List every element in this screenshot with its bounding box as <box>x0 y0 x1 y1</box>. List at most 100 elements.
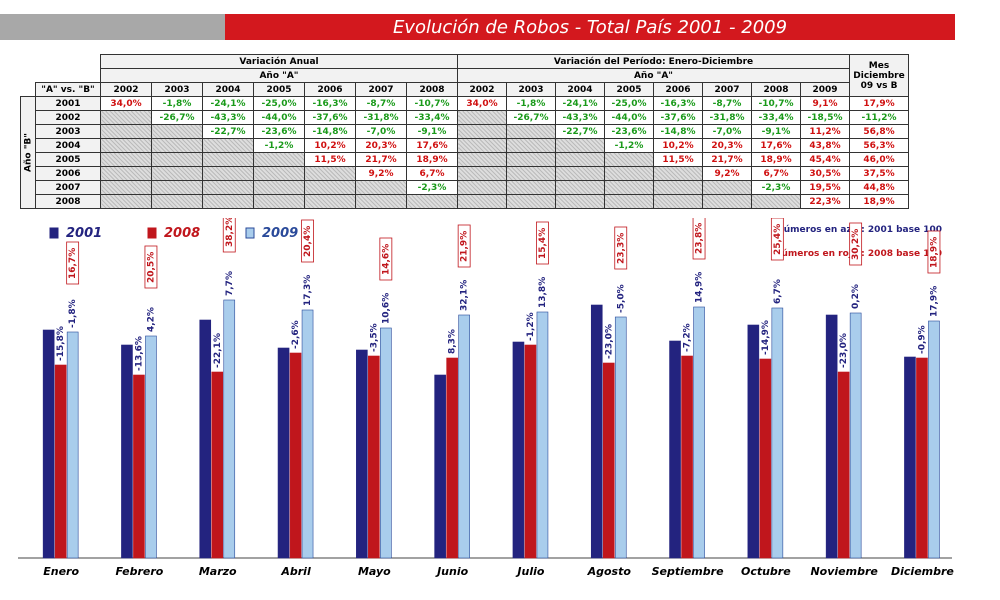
cell: -26,7% <box>151 110 203 125</box>
column-year: 2009 <box>800 82 850 97</box>
cell: 20,3% <box>355 138 407 153</box>
bar <box>199 319 212 559</box>
cell: 30,5% <box>800 166 850 181</box>
group-title: Variación del Período: Enero-Diciembre <box>457 54 850 69</box>
empty-cell <box>151 194 203 209</box>
cell: 19,5% <box>800 180 850 195</box>
empty-cell <box>100 152 152 167</box>
bar <box>904 356 916 559</box>
cell: -43,3% <box>202 110 254 125</box>
cell: -44,0% <box>253 110 305 125</box>
cell: -37,6% <box>653 110 703 125</box>
annotation: 20,5% <box>146 252 156 283</box>
annotation-box <box>301 219 314 263</box>
cell: 46,0% <box>849 152 909 167</box>
cell: 10,2% <box>653 138 703 153</box>
x-tick-label: Mayo <box>358 565 391 578</box>
cell: -22,7% <box>202 124 254 139</box>
empty-cell <box>506 166 556 181</box>
annotation: 17,3% <box>303 275 313 306</box>
empty-cell <box>100 138 152 153</box>
blank <box>21 55 101 83</box>
cell: 37,5% <box>849 166 909 181</box>
column-year: 2003 <box>151 82 203 97</box>
cell: -37,6% <box>304 110 356 125</box>
cell: -9,1% <box>406 124 458 139</box>
annotation-box <box>614 226 628 270</box>
empty-cell <box>506 152 556 167</box>
annotation: 13,8% <box>538 277 548 308</box>
column-year: 2004 <box>202 82 254 97</box>
cell: -16,3% <box>304 96 356 111</box>
bar <box>759 358 772 559</box>
annotation: 25,4% <box>773 224 783 255</box>
annotation: -7,2% <box>683 323 693 352</box>
annotation-box <box>770 218 784 261</box>
cell: -26,7% <box>506 110 556 125</box>
empty-cell <box>151 180 203 195</box>
empty-cell <box>202 138 254 153</box>
row-year: 2003 <box>35 124 101 139</box>
bar <box>614 316 627 559</box>
annotation: 20,4% <box>303 226 313 257</box>
cell: 11,2% <box>800 124 850 139</box>
last-title: Mes Diciembre 09 vs B <box>849 54 909 97</box>
row-year: 2001 <box>35 96 101 111</box>
cell: -1,2% <box>253 138 305 153</box>
table-row: 2007 -2,3% -2,3% 19,5% 44,8% <box>21 180 909 195</box>
bar <box>211 371 224 559</box>
cell: 21,7% <box>355 152 407 167</box>
legend-label: 2001 <box>66 226 102 241</box>
annotation: -1,2% <box>526 312 536 341</box>
empty-cell <box>604 166 654 181</box>
cell: 6,7% <box>751 166 801 181</box>
cell: 6,7% <box>406 166 458 181</box>
annotation: -13,6% <box>134 336 144 371</box>
cell: 22,3% <box>800 194 850 209</box>
header: Evolución de Robos - Total País 2001 - 2… <box>0 14 955 40</box>
cell: 34,0% <box>457 96 507 111</box>
bar <box>145 335 157 559</box>
table-row: 2005 11,5% 21,7% 18,9% 11,5% 21,7% 18,9% 45,4% 4… <box>21 152 909 167</box>
cell: -23,6% <box>604 124 654 139</box>
cell: 45,4% <box>800 152 850 167</box>
legend-swatch <box>49 227 59 239</box>
cell: -18,5% <box>800 110 850 125</box>
cell: 56,8% <box>849 124 909 139</box>
empty-cell <box>653 180 703 195</box>
cell: -24,1% <box>202 96 254 111</box>
empty-cell <box>253 152 305 167</box>
table-row: 2004 -1,2% 10,2% 20,3% 17,6% -1,2% 10,2% 20,3% 1… <box>21 138 909 153</box>
bar <box>54 364 67 559</box>
x-tick-label: Junio <box>435 565 469 578</box>
bar <box>368 355 380 559</box>
annotation: 14,9% <box>695 272 705 303</box>
annotation: 32,1% <box>460 280 470 311</box>
bar <box>380 327 392 559</box>
empty-cell <box>604 194 654 209</box>
annotation-box <box>536 221 549 265</box>
empty-cell <box>100 110 152 125</box>
cell: -2,3% <box>751 180 801 195</box>
table-row: Año "A" Año "A" <box>21 68 909 83</box>
group-title: Variación Anual <box>100 54 458 69</box>
header-gray <box>0 14 225 40</box>
column-year: 2005 <box>604 82 654 97</box>
empty-cell <box>506 180 556 195</box>
cell: 10,2% <box>304 138 356 153</box>
row-year: 2008 <box>35 194 101 209</box>
annotation: 8,3% <box>448 329 458 354</box>
empty-cell <box>253 166 305 181</box>
cell: -23,6% <box>253 124 305 139</box>
annotation: -15,8% <box>56 326 66 361</box>
bar <box>121 344 133 559</box>
column-year: 2002 <box>100 82 152 97</box>
cell: -8,7% <box>702 96 752 111</box>
bar <box>356 349 368 559</box>
bar <box>277 347 290 559</box>
annotation: -23,0% <box>604 324 614 359</box>
row-year: 2006 <box>35 166 101 181</box>
legend-label: 2009 <box>262 226 298 241</box>
empty-cell <box>304 194 356 209</box>
